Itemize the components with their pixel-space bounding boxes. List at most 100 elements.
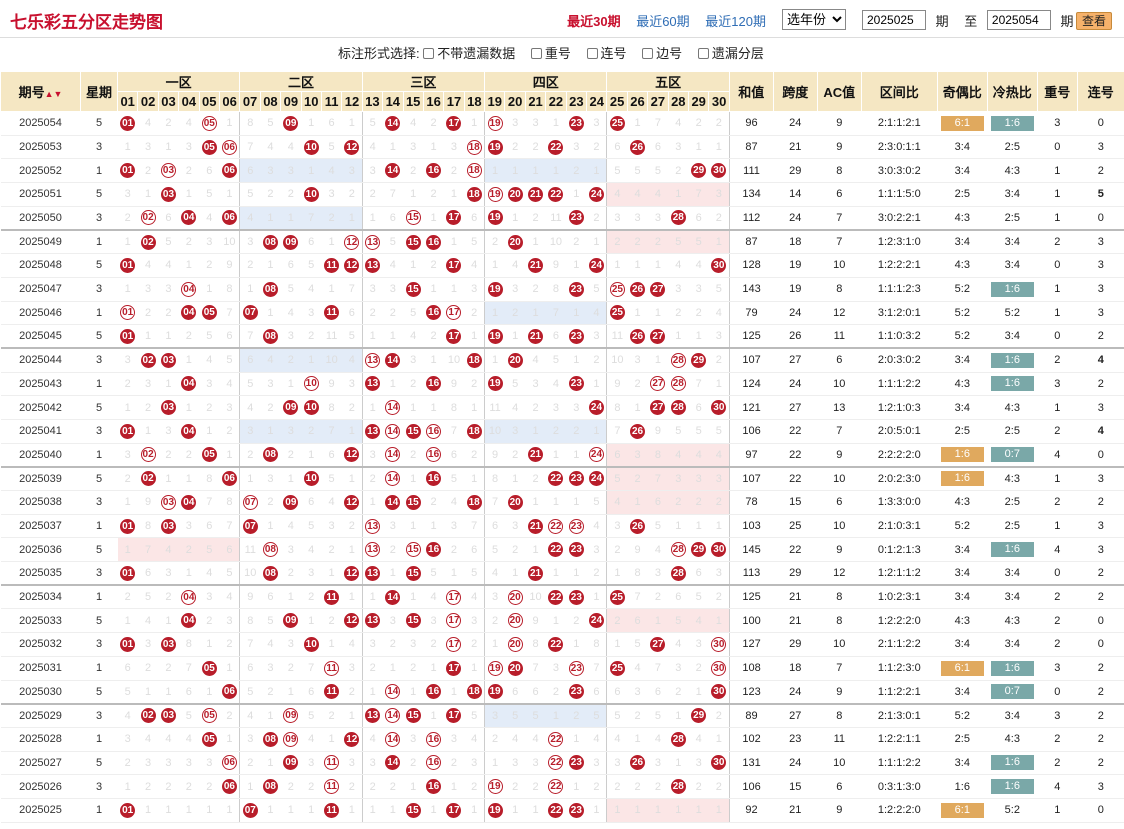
- number-cell: 1: [158, 798, 179, 823]
- number-cell: 2: [545, 680, 567, 705]
- week-cell: 1: [80, 158, 118, 184]
- number-cell: 1: [586, 798, 607, 823]
- number-cell: 2: [443, 158, 465, 184]
- table-row[interactable]: 2025028 1 3 4 4 4 05 1 3 08 09 4 1 12 4 14 3 16 3 4 2 4 4 22 1 4 4…: [0, 727, 1124, 752]
- number-cell: 1: [219, 443, 240, 468]
- ball: 22: [548, 471, 564, 487]
- recent-120-link[interactable]: 最近120期: [705, 14, 766, 29]
- recent-60-link[interactable]: 最近60期: [636, 14, 690, 29]
- number-cell: 06: [219, 774, 240, 799]
- table-row[interactable]: 2025036 5 1 7 4 2 5 6 11 08 3 4 2 1 13 2 15 16 2 6 5 2 1 22 23 3 2…: [0, 537, 1124, 563]
- number-cell: 2: [525, 395, 546, 420]
- number-cell: 27: [647, 277, 669, 302]
- range-to-input[interactable]: [986, 10, 1051, 30]
- number-cell: 16: [423, 301, 444, 326]
- repeat-cell: 0: [1037, 680, 1078, 705]
- odd-even-cell: 4:3: [937, 490, 988, 515]
- number-cell: 7: [606, 419, 628, 444]
- number-cell: 5: [260, 111, 281, 136]
- number-cell: 2: [117, 751, 138, 776]
- table-row[interactable]: 2025029 3 4 02 03 5 05 2 4 1 09 5 2 1 13 14 15 1 17 5 3 5 5 1 2 5…: [0, 702, 1124, 728]
- sum-cell: 143: [728, 277, 774, 302]
- number-cell: 2: [199, 253, 220, 278]
- ball: 17: [446, 115, 462, 131]
- ac-cell: 8: [817, 277, 862, 302]
- repeat-cell: 1: [1037, 182, 1078, 207]
- number-cell: 1: [708, 228, 730, 255]
- opt-consecutive[interactable]: 连号: [586, 46, 627, 61]
- opt-edge[interactable]: 边号: [642, 46, 682, 61]
- number-cell: 5: [504, 372, 526, 397]
- table-row[interactable]: 2025053 3 1 3 1 3 05 06 7 4 4 10 5 12 4 1 3 1 3 18 19 2 2 22 3 2 6…: [0, 135, 1124, 160]
- table-row[interactable]: 2025031 1 6 2 2 7 05 1 6 3 2 7 11 3 2 1 2 1 17 1 19 20 7 3 23 7 25…: [0, 656, 1124, 681]
- number-cell: 5: [199, 324, 220, 349]
- checkbox-icon[interactable]: [423, 48, 435, 59]
- number-cell: 5: [321, 135, 342, 160]
- table-row[interactable]: 2025040 1 3 02 2 2 05 1 2 08 2 1 6 12 3 14 2 16 6 2 9 2 21 1 1 24…: [0, 443, 1124, 468]
- number-cell: 1: [586, 419, 607, 444]
- ball: 15: [405, 210, 421, 226]
- table-row[interactable]: 2025037 1 01 8 03 3 6 7 07 1 4 5 3 2 13 3 1 1 3 7 6 3 21 22 23 4 3…: [0, 514, 1124, 539]
- number-cell: 17: [443, 608, 465, 634]
- number-header: 10: [300, 91, 322, 112]
- recent-30-link[interactable]: 最近30期: [567, 14, 621, 29]
- number-header: 30: [708, 91, 730, 112]
- query-button[interactable]: 查看: [1076, 12, 1112, 30]
- number-cell: 1: [708, 727, 730, 752]
- table-row[interactable]: 2025035 3 01 6 3 1 4 5 10 08 2 3 1 12 13 1 15 5 1 5 4 1 21 1 1 2 1…: [0, 561, 1124, 586]
- number-cell: 16: [423, 774, 444, 799]
- number-cell: 2: [647, 584, 669, 610]
- table-row[interactable]: 2025046 1 01 2 2 04 05 7 07 1 4 3 11 6 2 2 5 16 17 2 1 2 1 7 1 4 2…: [0, 301, 1124, 326]
- checkbox-icon[interactable]: [586, 48, 598, 59]
- number-cell: 9: [545, 253, 567, 278]
- number-cell: 6: [504, 680, 526, 705]
- table-row[interactable]: 2025051 5 3 1 03 1 5 1 5 2 2 10 3 2 2 7 1 2 1 18 19 20 21 22 1 24…: [0, 182, 1124, 207]
- number-cell: 3: [423, 608, 444, 634]
- table-row[interactable]: 2025050 3 2 02 6 04 4 06 4 1 1 7 2 1 1 6 15 1 17 6 19 1 2 11 23 2…: [0, 206, 1124, 231]
- table-row[interactable]: 2025042 5 1 2 03 1 2 3 4 2 09 10 8 2 1 14 1 1 8 1 11 4 2 3 3 24 8 1…: [0, 395, 1124, 420]
- table-row[interactable]: 2025032 3 01 3 03 8 1 2 7 4 3 10 1 4 3 2 3 2 17 2 1 20 8 22 1 8 1 5…: [0, 632, 1124, 657]
- table-row[interactable]: 2025054 5 01 4 2 4 05 1 8 5 09 1 6 1 5 14 4 2 17 1 19 3 3 1 23 3 2…: [0, 111, 1124, 136]
- checkbox-icon[interactable]: [642, 48, 654, 59]
- table-row[interactable]: 2025043 1 2 3 1 04 3 4 5 3 1 10 9 3 13 1 2 16 9 2 19 5 3 4 23 1 9 2…: [0, 372, 1124, 397]
- opt-no-omission[interactable]: 不带遗漏数据: [423, 46, 515, 61]
- table-row[interactable]: 2025038 3 1 9 03 04 7 8 07 2 09 6 4 12 1 14 15 2 4 18 7 20 1 1 1…: [0, 490, 1124, 515]
- range-from-input[interactable]: [862, 10, 926, 30]
- table-row[interactable]: 2025025 1 01 1 1 1 1 1 07 1 1 1 11 1 1 1 15 1 17 1 19 1 1 22 23 1…: [0, 798, 1124, 823]
- ball: 06: [221, 139, 237, 155]
- table-row[interactable]: 2025045 5 01 1 1 2 5 6 7 08 3 2 11 5 1 1 4 2 17 1 19 1 21 6 23 3 1…: [0, 324, 1124, 349]
- table-row[interactable]: 2025041 3 01 1 3 04 1 2 3 1 3 2 7 1 13 14 15 16 7 18 10 3 1 2 2 1…: [0, 419, 1124, 444]
- number-cell: 04: [178, 490, 200, 515]
- number-cell: 26: [627, 277, 648, 302]
- col-period[interactable]: 期号▲▼: [0, 71, 81, 112]
- table-row[interactable]: 2025039 5 2 02 1 1 8 06 1 3 1 10 5 1 2 14 1 16 5 1 8 1 2 22 23 24…: [0, 465, 1124, 491]
- table-row[interactable]: 2025044 3 3 02 03 1 4 5 6 4 2 1 10 4 13 14 3 1 10 18 1 20 4 5 1 2…: [0, 347, 1124, 373]
- table-row[interactable]: 2025034 1 2 5 2 04 3 4 9 6 1 2 11 1 1 14 1 4 17 4 3 20 10 22 23 1…: [0, 584, 1124, 610]
- ball: 26: [630, 328, 646, 344]
- table-row[interactable]: 2025033 5 1 4 1 04 2 3 8 5 09 1 2 12 13 3 15 3 17 3 2 20 9 1 2 24…: [0, 608, 1124, 634]
- number-cell: 3: [403, 347, 424, 373]
- ball: 05: [201, 660, 217, 676]
- ball: 13: [365, 708, 381, 724]
- number-cell: 3: [341, 372, 363, 397]
- checkbox-icon[interactable]: [697, 48, 709, 59]
- year-select[interactable]: 选年份: [782, 9, 846, 30]
- opt-repeat[interactable]: 重号: [530, 46, 571, 61]
- ball: 30: [711, 660, 727, 676]
- checkbox-icon[interactable]: [530, 48, 542, 59]
- table-row[interactable]: 2025047 3 1 3 3 04 1 8 1 08 5 4 1 7 3 3 15 1 1 3 19 3 2 8 23 5 25 2…: [0, 277, 1124, 302]
- table-row[interactable]: 2025030 5 5 1 1 6 1 06 5 2 1 6 11 2 1 14 1 16 1 18 19 6 6 2 23 6 6…: [0, 680, 1124, 705]
- hot-cold-cell: 1:6: [987, 347, 1038, 373]
- table-row[interactable]: 2025048 5 01 4 4 1 2 9 2 1 6 5 11 12 13 4 1 2 17 4 1 4 21 9 1 24 1…: [0, 253, 1124, 278]
- number-cell: 2: [321, 702, 342, 728]
- table-row[interactable]: 2025052 1 01 2 03 2 6 06 6 3 3 1 4 3 3 14 2 16 2 18 1 1 1 1 2 1 5 5…: [0, 158, 1124, 184]
- ball: 19: [487, 802, 503, 818]
- number-cell: 11: [321, 301, 342, 326]
- repeat-cell: 3: [1037, 656, 1078, 681]
- number-cell: 3: [647, 206, 669, 231]
- opt-omission-layer[interactable]: 遗漏分层: [697, 46, 764, 61]
- table-row[interactable]: 2025026 3 1 2 2 2 2 06 1 08 2 2 11 2 2 2 1 16 1 2 19 2 2 22 1 2 2 2…: [0, 774, 1124, 799]
- hot-cold-cell: 1:6: [987, 372, 1038, 397]
- table-row[interactable]: 2025027 5 2 3 3 3 3 06 2 1 09 3 11 3 3 14 2 16 2 3 1 3 3 22 23 3 3…: [0, 751, 1124, 776]
- table-row[interactable]: 2025049 1 1 02 5 2 3 10 3 08 09 6 1 12 13 5 15 16 1 5 2 20 1 10…: [0, 228, 1124, 255]
